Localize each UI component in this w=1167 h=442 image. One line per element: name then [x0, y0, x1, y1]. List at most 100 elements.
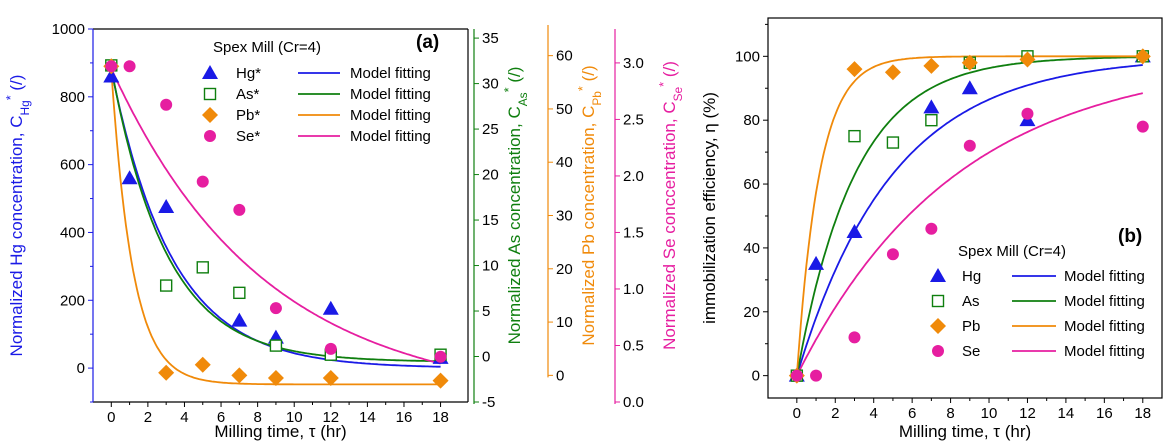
se-point	[1021, 107, 1034, 120]
as-point	[925, 113, 938, 127]
as-point	[196, 261, 209, 274]
as-legend-fit-label: Model fitting	[1064, 293, 1145, 310]
x-tick-label: 4	[870, 405, 878, 422]
se-legend-marker	[932, 345, 944, 357]
se-point	[810, 369, 823, 382]
se-point	[105, 60, 118, 73]
se-point	[963, 139, 976, 152]
x-tick-label: 12	[322, 409, 339, 426]
x-tick-label: 4	[180, 409, 188, 426]
as-legend-label: As	[962, 293, 980, 310]
as-tick-label: 35	[482, 30, 499, 47]
pb-legend-label: Pb*	[236, 107, 260, 124]
se-point	[790, 369, 803, 382]
se-point	[925, 222, 938, 235]
se-legend-marker	[204, 130, 216, 142]
hg-point	[231, 312, 248, 327]
se-legend-fit-label: Model fitting	[350, 128, 431, 145]
x-tick-label: 12	[1019, 405, 1036, 422]
pb-legend-fit-label: Model fitting	[350, 107, 431, 124]
as-point	[886, 136, 900, 149]
se-tick-label: 3.0	[623, 55, 644, 72]
legend-title: Spex Mill (Cr=4)	[958, 243, 1066, 260]
pb-tick-label: 30	[556, 208, 573, 225]
as-fit-line	[795, 56, 1143, 376]
se-point	[196, 175, 209, 188]
pb-tick-label: 50	[556, 101, 573, 118]
hg-tick-label: 600	[60, 157, 85, 174]
panel-label: (a)	[416, 32, 439, 53]
hg-legend-fit-label: Model fitting	[350, 65, 431, 82]
pb-point	[194, 356, 211, 373]
se-fit-line	[110, 68, 441, 365]
pb-tick-label: 0	[556, 367, 564, 384]
as-point	[269, 339, 283, 352]
hg-legend-label: Hg*	[236, 65, 261, 82]
pb-tick-label: 40	[556, 154, 573, 171]
hg-tick-label: 400	[60, 224, 85, 241]
se-tick-label: 0.5	[623, 337, 644, 354]
se-point	[324, 342, 337, 355]
x-axis-label: Milling time, τ (hr)	[899, 422, 1031, 441]
hg-point	[923, 99, 940, 114]
pb-point	[1134, 48, 1151, 65]
y-tick-label: 0	[752, 368, 760, 385]
pb-point	[1019, 51, 1036, 68]
pb-tick-label: 10	[556, 314, 573, 331]
pb-legend-label: Pb	[962, 318, 980, 335]
hg-legend-label: Hg	[962, 268, 981, 285]
as-tick-label: 20	[482, 167, 499, 184]
x-tick-label: 14	[1058, 405, 1075, 422]
as-tick-label: 15	[482, 212, 499, 229]
pb-point	[961, 54, 978, 71]
y-tick-label: 20	[743, 304, 760, 321]
as-tick-label: -5	[482, 394, 495, 411]
se-legend-label: Se	[962, 343, 980, 360]
se-point	[886, 248, 899, 261]
pb-point	[432, 372, 449, 389]
hg-tick-label: 0	[77, 360, 85, 377]
pb-point	[231, 367, 248, 384]
hg-tick-label: 200	[60, 292, 85, 309]
hg-point	[808, 255, 825, 270]
pb-legend-fit-label: Model fitting	[1064, 318, 1145, 335]
x-tick-label: 8	[253, 409, 261, 426]
x-tick-label: 16	[396, 409, 413, 426]
y-tick-label: 80	[743, 112, 760, 129]
plot-frame	[767, 17, 1163, 399]
pb-point	[267, 370, 284, 387]
x-axis-label: Milling time, τ (hr)	[214, 422, 346, 441]
pb-point	[846, 61, 863, 78]
se-point	[160, 98, 173, 111]
se-tick-label: 1.0	[623, 281, 644, 298]
hg-legend-marker	[202, 65, 218, 79]
hg-point	[846, 223, 863, 238]
hg-legend-marker	[930, 268, 946, 282]
se-tick-label: 2.5	[623, 111, 644, 128]
x-tick-label: 18	[1134, 405, 1151, 422]
as-legend-label: As*	[236, 86, 260, 103]
hg-axis-label: Normalized Hg concentration, CHg* (/)	[3, 75, 33, 357]
x-tick-label: 6	[217, 409, 225, 426]
x-tick-label: 18	[432, 409, 449, 426]
x-tick-label: 8	[946, 405, 954, 422]
hg-point	[103, 68, 120, 83]
x-tick-label: 0	[107, 409, 115, 426]
as-tick-label: 5	[482, 303, 490, 320]
se-point	[434, 350, 447, 363]
hg-tick-label: 1000	[52, 21, 85, 38]
hg-point	[121, 170, 138, 185]
x-tick-label: 0	[793, 405, 801, 422]
as-tick-label: 0	[482, 349, 490, 366]
pb-point	[884, 64, 901, 81]
pb-point	[322, 370, 339, 387]
x-tick-label: 2	[144, 409, 152, 426]
as-tick-label: 10	[482, 258, 499, 275]
hg-point	[322, 300, 339, 315]
pb-legend-marker	[930, 318, 946, 334]
y-axis-label: immobilization efficiency, η (%)	[700, 92, 719, 324]
hg-tick-label: 800	[60, 89, 85, 106]
pb-axis-label: Normalized Pb concentration, CPb* (/)	[575, 65, 605, 345]
pb-tick-label: 20	[556, 261, 573, 278]
